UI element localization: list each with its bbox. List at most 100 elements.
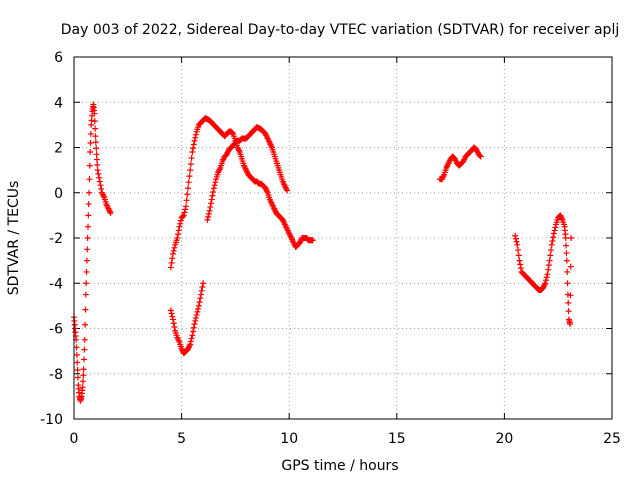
data-point	[284, 187, 291, 194]
data-point	[186, 173, 193, 180]
data-point	[180, 212, 187, 219]
data-point	[545, 266, 552, 273]
data-point	[93, 151, 100, 158]
data-point	[552, 224, 559, 231]
data-point	[169, 250, 176, 257]
data-point	[171, 323, 178, 330]
data-point	[192, 131, 199, 138]
data-point	[87, 139, 94, 146]
data-point	[210, 188, 217, 195]
data-point	[514, 241, 521, 248]
data-point	[551, 227, 558, 234]
data-point	[82, 306, 89, 313]
data-point	[564, 268, 571, 275]
data-point	[92, 133, 99, 140]
data-point	[208, 196, 215, 203]
data-point	[543, 277, 550, 284]
data-point	[548, 247, 555, 254]
data-point	[170, 247, 177, 254]
data-point	[210, 185, 217, 192]
data-point	[185, 185, 192, 192]
data-point	[85, 201, 92, 208]
data-point	[93, 156, 100, 163]
data-point	[83, 280, 90, 287]
x-tick-label: 15	[388, 431, 406, 447]
data-point	[175, 231, 182, 238]
data-point	[177, 220, 184, 227]
data-point	[84, 246, 91, 253]
data-point	[191, 137, 198, 144]
data-point	[190, 324, 197, 331]
data-point	[80, 366, 87, 373]
data-point	[82, 291, 89, 298]
data-point	[544, 271, 551, 278]
data-point	[567, 292, 574, 299]
data-point	[515, 247, 522, 254]
y-tick-label: -4	[49, 276, 63, 292]
data-point	[568, 235, 575, 241]
y-tick-label: -6	[49, 322, 63, 338]
data-point	[84, 235, 91, 241]
x-axis-label: GPS time / hours	[281, 458, 398, 474]
data-point	[168, 310, 175, 317]
data-point	[94, 167, 101, 174]
data-point	[542, 280, 549, 287]
data-point	[549, 238, 556, 245]
data-point	[167, 307, 174, 314]
data-point	[170, 320, 177, 327]
data-point	[563, 250, 570, 257]
data-point	[546, 257, 553, 264]
data-point	[212, 179, 219, 186]
data-point	[169, 255, 176, 262]
data-point	[73, 344, 80, 351]
data-point	[191, 320, 198, 327]
data-point	[187, 167, 194, 174]
data-point	[199, 284, 206, 291]
data-point	[171, 244, 178, 251]
data-point	[567, 263, 574, 270]
data-point	[181, 209, 188, 216]
grid	[74, 57, 612, 419]
data-point	[229, 130, 236, 137]
y-axis-label: SDTVAR / TECUs	[6, 181, 22, 296]
data-point	[567, 320, 574, 327]
data-point	[177, 217, 184, 224]
data-point	[477, 152, 484, 159]
data-point	[512, 235, 519, 242]
data-point	[182, 206, 189, 213]
data-point	[200, 280, 207, 287]
data-point	[82, 321, 89, 328]
y-tick-label: -10	[40, 412, 63, 428]
data-point	[167, 264, 174, 271]
data-point	[205, 210, 212, 217]
x-tick-label: 10	[280, 431, 298, 447]
data-point	[309, 237, 316, 244]
data-point	[87, 130, 94, 137]
data-point	[185, 179, 192, 186]
data-point	[206, 207, 213, 214]
data-point	[208, 200, 215, 207]
data-point	[81, 336, 88, 343]
data-point	[95, 170, 102, 177]
data-point	[175, 227, 182, 234]
data-point	[517, 261, 524, 268]
data-point	[517, 265, 524, 272]
x-tick-label: 0	[70, 431, 79, 447]
data-point	[176, 223, 183, 230]
data-point	[86, 176, 93, 183]
data-point	[550, 234, 557, 241]
data-point	[97, 182, 104, 189]
data-point	[83, 257, 90, 264]
data-point	[187, 338, 194, 345]
y-tick-label: 0	[54, 186, 63, 202]
data-point	[73, 351, 80, 358]
y-tick-label: -2	[49, 231, 63, 247]
data-point	[513, 238, 520, 245]
data-point	[516, 257, 523, 264]
data-point	[192, 314, 199, 321]
data-point	[198, 287, 205, 294]
data-point	[190, 328, 197, 335]
data-point	[190, 145, 197, 152]
data-point	[543, 274, 550, 281]
